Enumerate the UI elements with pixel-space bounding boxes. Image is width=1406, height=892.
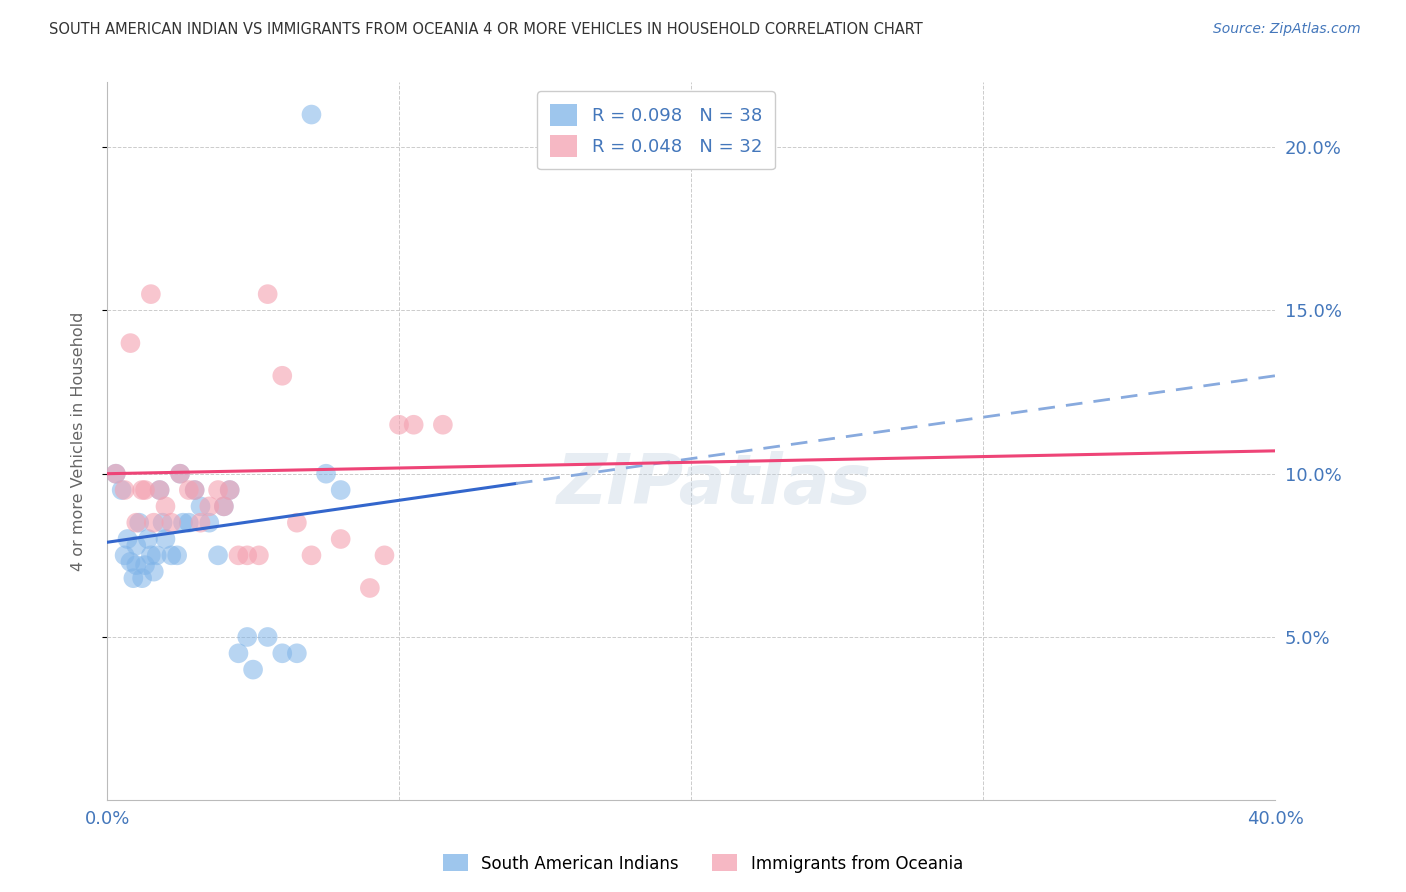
Point bbox=[190, 516, 212, 530]
Point bbox=[142, 565, 165, 579]
Point bbox=[198, 500, 221, 514]
Point bbox=[207, 483, 229, 497]
Point bbox=[155, 500, 177, 514]
Point bbox=[117, 532, 139, 546]
Point bbox=[120, 336, 142, 351]
Point bbox=[120, 555, 142, 569]
Point bbox=[169, 467, 191, 481]
Point bbox=[228, 646, 250, 660]
Point bbox=[134, 483, 156, 497]
Point bbox=[359, 581, 381, 595]
Point bbox=[388, 417, 411, 432]
Point bbox=[114, 549, 136, 563]
Point bbox=[256, 630, 278, 644]
Legend: South American Indians, Immigrants from Oceania: South American Indians, Immigrants from … bbox=[436, 847, 970, 880]
Point bbox=[301, 107, 323, 121]
Point bbox=[131, 483, 153, 497]
Text: Source: ZipAtlas.com: Source: ZipAtlas.com bbox=[1213, 22, 1361, 37]
Point bbox=[315, 467, 337, 481]
Point bbox=[271, 646, 294, 660]
Point bbox=[104, 467, 127, 481]
Text: ZIPatlas: ZIPatlas bbox=[557, 450, 872, 517]
Point bbox=[160, 549, 183, 563]
Legend: R = 0.098   N = 38, R = 0.048   N = 32: R = 0.098 N = 38, R = 0.048 N = 32 bbox=[537, 91, 775, 169]
Point bbox=[329, 483, 352, 497]
Point bbox=[247, 549, 270, 563]
Point bbox=[236, 630, 259, 644]
Point bbox=[301, 549, 323, 563]
Point bbox=[122, 571, 145, 585]
Y-axis label: 4 or more Vehicles in Household: 4 or more Vehicles in Household bbox=[72, 311, 86, 571]
Point bbox=[139, 549, 162, 563]
Point bbox=[236, 549, 259, 563]
Point bbox=[142, 516, 165, 530]
Point bbox=[125, 516, 148, 530]
Point bbox=[152, 516, 174, 530]
Point bbox=[207, 549, 229, 563]
Point bbox=[402, 417, 425, 432]
Point bbox=[432, 417, 454, 432]
Point bbox=[177, 516, 200, 530]
Point bbox=[136, 532, 159, 546]
Point bbox=[373, 549, 395, 563]
Point bbox=[128, 516, 150, 530]
Point bbox=[160, 516, 183, 530]
Point bbox=[155, 532, 177, 546]
Point bbox=[218, 483, 240, 497]
Point bbox=[172, 516, 194, 530]
Point bbox=[149, 483, 172, 497]
Point bbox=[183, 483, 205, 497]
Point bbox=[145, 549, 167, 563]
Point bbox=[271, 368, 294, 383]
Point bbox=[177, 483, 200, 497]
Point bbox=[190, 500, 212, 514]
Point bbox=[125, 539, 148, 553]
Point bbox=[125, 558, 148, 573]
Point bbox=[285, 646, 308, 660]
Point bbox=[198, 516, 221, 530]
Point bbox=[242, 663, 264, 677]
Point bbox=[218, 483, 240, 497]
Point bbox=[169, 467, 191, 481]
Point bbox=[111, 483, 134, 497]
Point bbox=[131, 571, 153, 585]
Point bbox=[228, 549, 250, 563]
Point bbox=[114, 483, 136, 497]
Point bbox=[329, 532, 352, 546]
Point bbox=[183, 483, 205, 497]
Point bbox=[285, 516, 308, 530]
Text: SOUTH AMERICAN INDIAN VS IMMIGRANTS FROM OCEANIA 4 OR MORE VEHICLES IN HOUSEHOLD: SOUTH AMERICAN INDIAN VS IMMIGRANTS FROM… bbox=[49, 22, 922, 37]
Point bbox=[212, 500, 235, 514]
Point bbox=[212, 500, 235, 514]
Point bbox=[139, 287, 162, 301]
Point bbox=[149, 483, 172, 497]
Point bbox=[104, 467, 127, 481]
Point bbox=[134, 558, 156, 573]
Point bbox=[256, 287, 278, 301]
Point bbox=[166, 549, 188, 563]
